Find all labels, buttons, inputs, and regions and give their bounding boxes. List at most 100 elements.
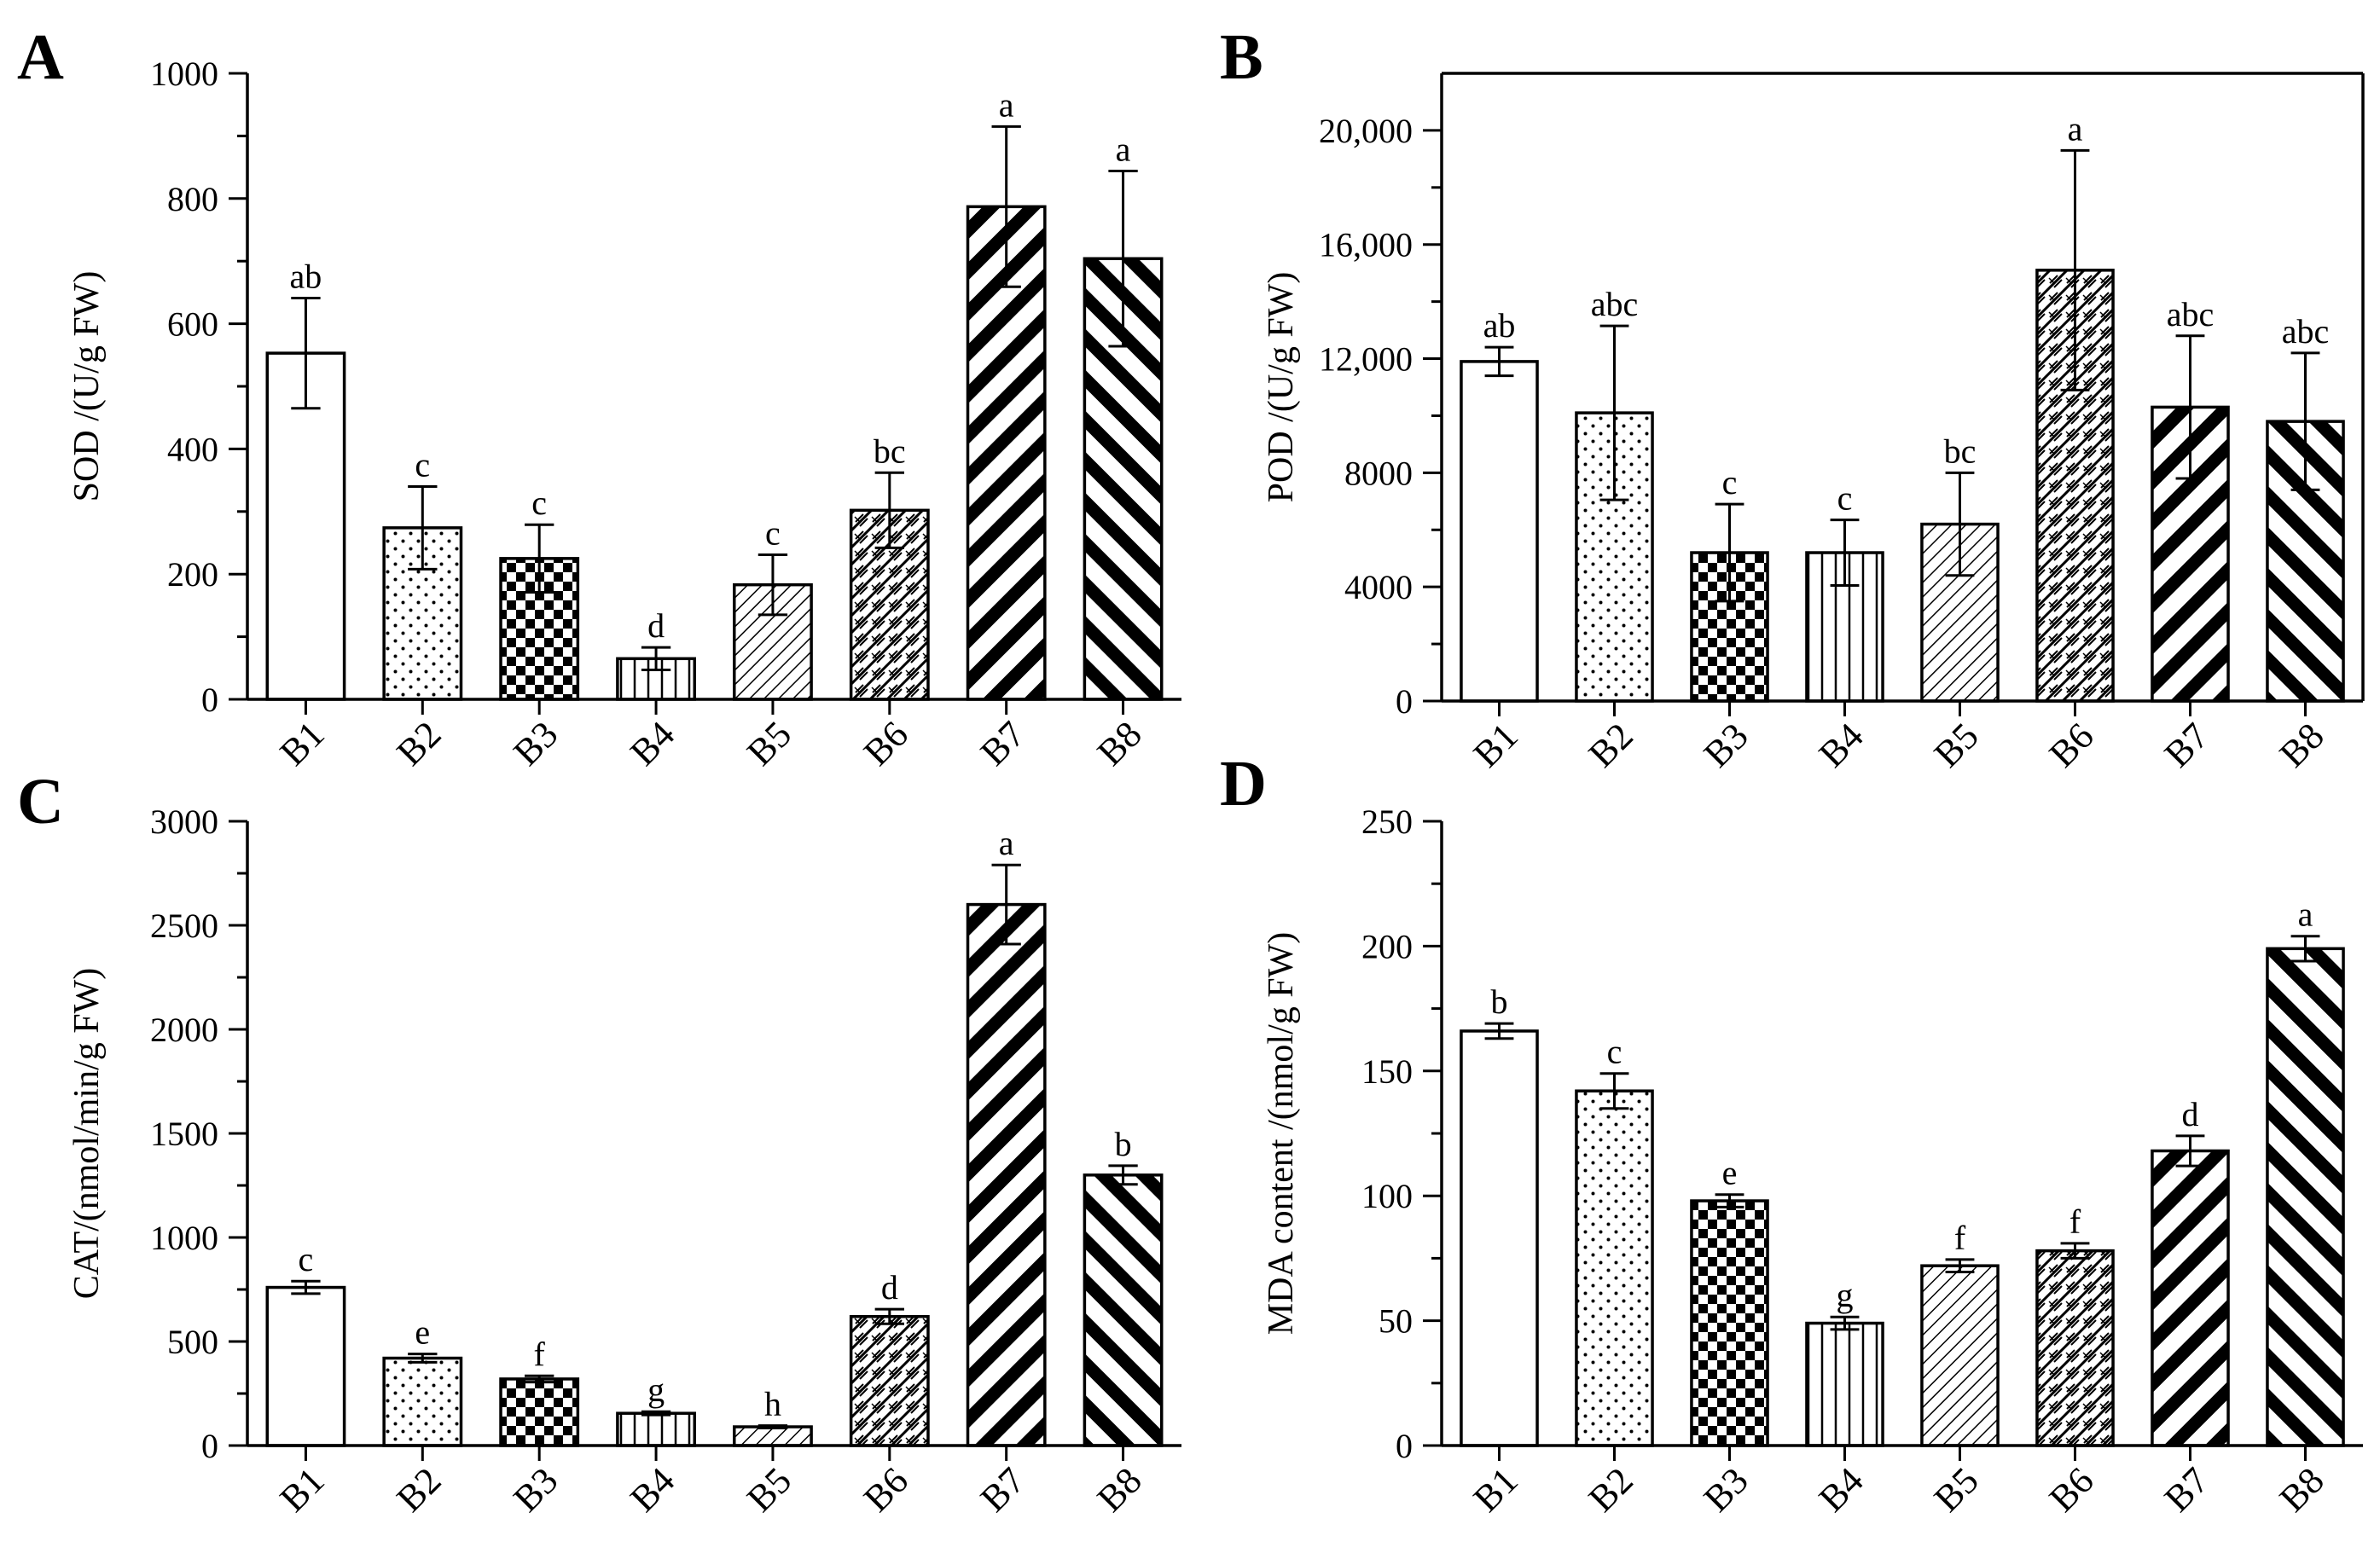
y-tick-label: 250 — [1361, 803, 1413, 841]
y-tick-label: 12,000 — [1319, 340, 1413, 379]
y-tick-label: 8000 — [1344, 454, 1413, 492]
significance-letter: c — [765, 513, 781, 552]
x-tick-label: B2 — [1581, 1459, 1641, 1520]
bar-B1 — [265, 1285, 346, 1447]
bar-B3 — [1690, 1199, 1769, 1447]
x-tick-label: B3 — [505, 713, 566, 774]
significance-letter: h — [764, 1385, 781, 1423]
significance-letter: f — [2069, 1202, 2081, 1241]
bar-B4 — [616, 1411, 696, 1447]
x-tick-label: B2 — [389, 1459, 450, 1520]
x-tick-label: B5 — [1926, 715, 1987, 775]
significance-letter: bc — [874, 432, 906, 470]
x-tick-label: B1 — [272, 1459, 333, 1520]
y-axis-title: POD /(U/g FW) — [1262, 272, 1301, 503]
bar-B2 — [382, 1356, 463, 1447]
significance-letter: b — [1491, 982, 1508, 1021]
significance-letter: c — [531, 484, 547, 522]
y-tick-label: 200 — [1361, 927, 1413, 965]
y-tick-label: 1500 — [150, 1115, 218, 1153]
bar-B5 — [733, 1425, 813, 1447]
y-tick-label: 200 — [167, 555, 218, 594]
x-tick-label: B8 — [1089, 1459, 1150, 1520]
y-tick-label: 1000 — [150, 1219, 218, 1257]
x-tick-label: B4 — [1811, 1459, 1872, 1520]
x-tick-label: B3 — [1696, 715, 1756, 775]
y-tick-label: 50 — [1379, 1302, 1413, 1341]
significance-letter: a — [999, 824, 1014, 862]
y-tick-label: 0 — [1396, 1427, 1413, 1465]
x-tick-label: B7 — [972, 713, 1033, 774]
x-tick-label: B5 — [739, 713, 799, 774]
significance-letter: a — [999, 85, 1014, 124]
x-tick-label: B1 — [272, 713, 333, 774]
y-tick-label: 600 — [167, 305, 218, 344]
y-tick-label: 800 — [167, 180, 218, 218]
x-tick-label: B6 — [2041, 1459, 2102, 1520]
bar-B5 — [1920, 1264, 2000, 1447]
significance-letter: a — [2298, 895, 2313, 934]
significance-letter: e — [1722, 1154, 1738, 1192]
significance-letter: g — [647, 1370, 665, 1409]
bar-B8 — [1083, 1173, 1164, 1447]
y-tick-label: 100 — [1361, 1177, 1413, 1215]
significance-letter: g — [1837, 1276, 1854, 1314]
significance-letter: c — [1607, 1033, 1622, 1071]
x-tick-label: B3 — [1696, 1459, 1756, 1520]
significance-letter: b — [1115, 1125, 1132, 1163]
x-tick-label: B8 — [2272, 1459, 2332, 1520]
panel-A: Aab B1 c B2 c B3 d B4 c B5 bc B6 a B7 a B8 0 200 400 600 800… — [17, 21, 1181, 774]
bar-B3 — [499, 1377, 580, 1447]
significance-letter: ab — [290, 258, 322, 296]
y-tick-label: 1000 — [150, 55, 218, 93]
significance-letter: d — [2182, 1095, 2199, 1133]
significance-letter: c — [299, 1240, 314, 1278]
y-tick-label: 20,000 — [1319, 112, 1413, 150]
significance-letter: bc — [1944, 432, 1977, 470]
significance-letter: a — [2068, 109, 2083, 148]
significance-letter: ab — [1483, 306, 1516, 345]
x-tick-label: B2 — [389, 713, 450, 774]
significance-letter: c — [1722, 463, 1738, 501]
y-tick-label: 2000 — [150, 1011, 218, 1049]
y-tick-label: 0 — [201, 1427, 218, 1465]
x-tick-label: B6 — [856, 713, 916, 774]
significance-letter: f — [534, 1335, 546, 1373]
y-tick-label: 400 — [167, 430, 218, 468]
bar-B8 — [2266, 947, 2345, 1447]
bar-B7 — [966, 902, 1047, 1447]
significance-letter: f — [1954, 1219, 1966, 1257]
x-tick-label: B7 — [2157, 1459, 2217, 1520]
bar-B7 — [966, 205, 1047, 701]
x-tick-label: B1 — [1466, 1459, 1526, 1520]
y-tick-label: 3000 — [150, 803, 218, 841]
x-tick-label: B8 — [2272, 715, 2332, 775]
y-tick-label: 500 — [167, 1323, 218, 1361]
significance-letter: a — [1116, 130, 1131, 169]
x-tick-label: B1 — [1466, 715, 1526, 775]
y-tick-label: 150 — [1361, 1052, 1413, 1091]
y-tick-label: 0 — [1396, 682, 1413, 721]
bar-B1 — [265, 351, 346, 701]
x-tick-label: B7 — [972, 1459, 1033, 1520]
bar-B6 — [2035, 1249, 2115, 1447]
x-tick-label: B4 — [1811, 715, 1872, 775]
x-tick-label: B5 — [1926, 1459, 1987, 1520]
significance-letter: d — [881, 1268, 898, 1307]
y-axis-title: MDA content /(nmol/g FW) — [1262, 932, 1301, 1335]
significance-letter: abc — [2167, 295, 2215, 333]
panel-C: Cc B1 e B2 f B3 g B4 h B5 d B6 a B7 b B8 0 500 1000 1500 200… — [17, 766, 1181, 1520]
y-tick-label: 16,000 — [1319, 226, 1413, 264]
bar-B7 — [2151, 1149, 2230, 1447]
y-tick-label: 4000 — [1344, 568, 1413, 606]
bar-B4 — [1805, 1321, 1884, 1447]
x-tick-label: B7 — [2157, 715, 2217, 775]
panel-letter: C — [17, 766, 64, 837]
panel-letter: B — [1220, 21, 1263, 93]
panel-letter: A — [17, 21, 64, 93]
significance-letter: abc — [2282, 312, 2330, 351]
panel-D: Db B1 c B2 e B3 g B4 f B5 f B6 d B7 a B8 0 50 100 150 200 250… — [1220, 748, 2363, 1520]
y-tick-label: 0 — [201, 681, 218, 719]
y-axis-title: CAT/(nmol/min/g FW) — [67, 968, 107, 1300]
